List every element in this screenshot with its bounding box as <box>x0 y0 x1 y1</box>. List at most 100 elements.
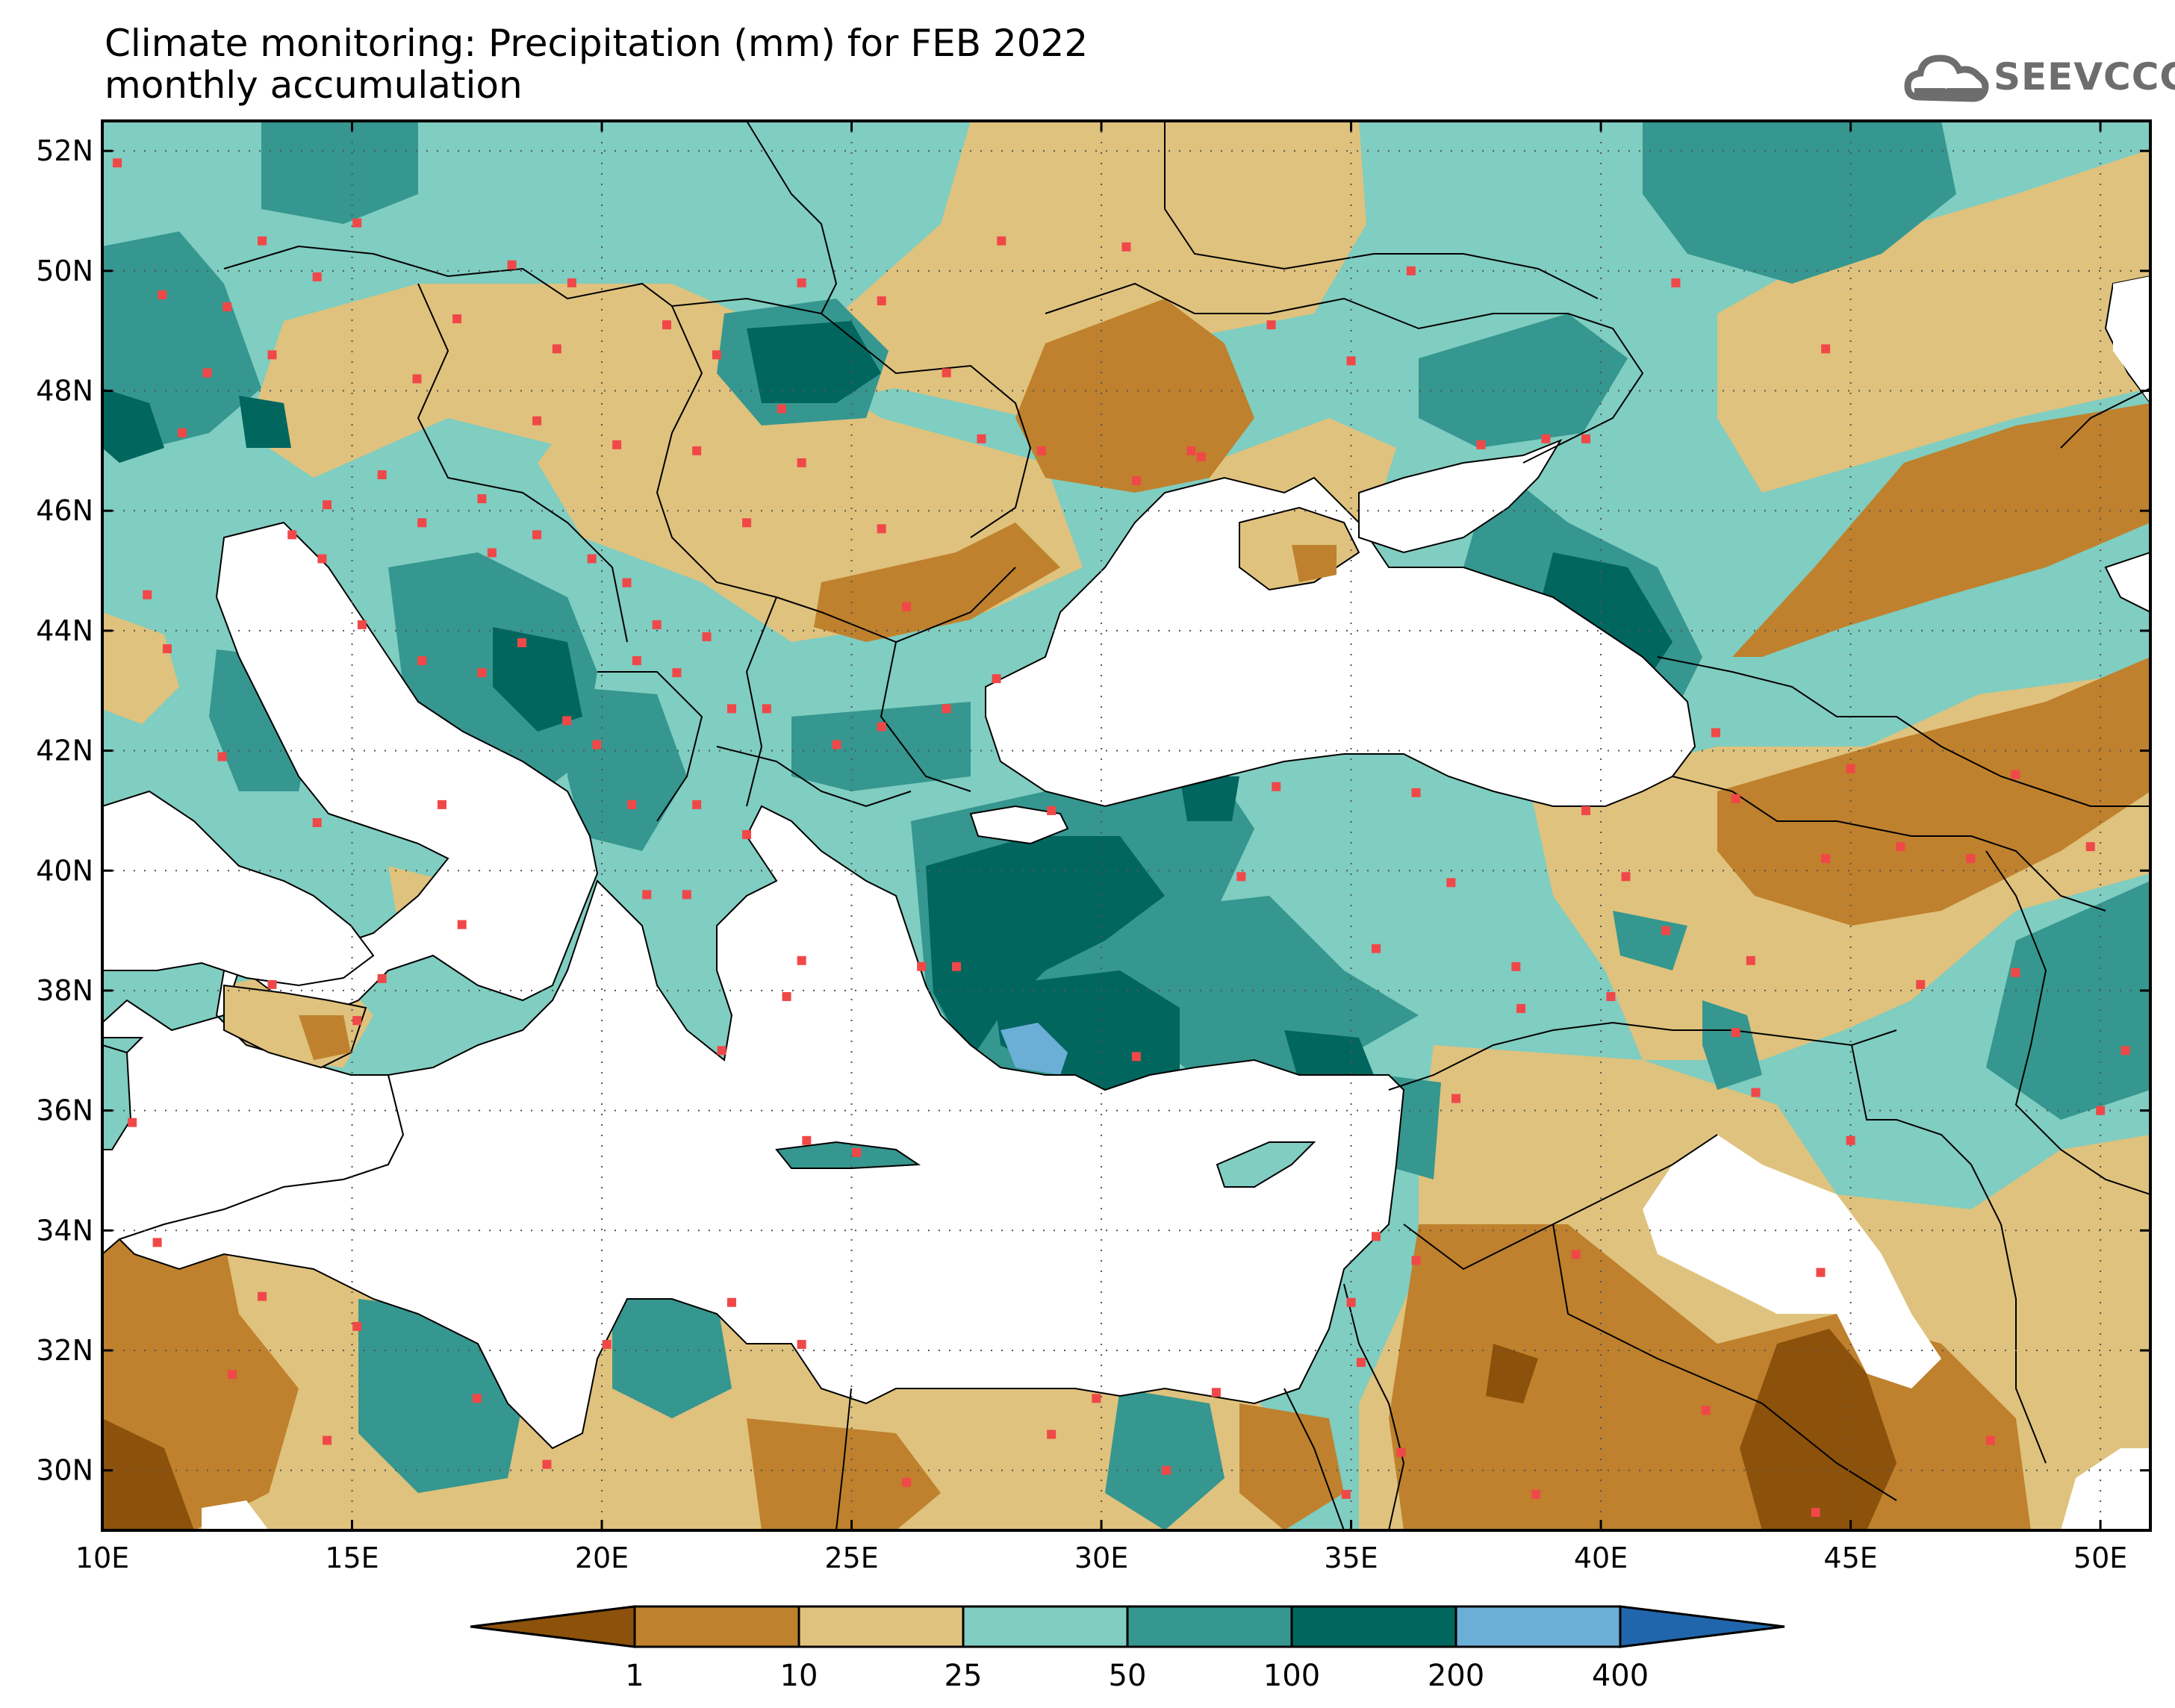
station-marker <box>1047 805 1057 815</box>
title-line-1: Climate monitoring: Precipitation (mm) f… <box>105 22 1089 65</box>
station-marker <box>267 350 277 360</box>
station-marker <box>312 272 322 281</box>
station-marker <box>802 1135 812 1145</box>
station-marker <box>452 314 462 324</box>
station-marker <box>1186 446 1196 455</box>
station-marker <box>517 638 526 647</box>
station-marker <box>592 740 602 749</box>
station-marker <box>1531 1489 1541 1499</box>
station-marker <box>1571 1250 1581 1259</box>
colorbar-label: 400 <box>1592 1659 1649 1693</box>
colorbar-box <box>633 1605 800 1648</box>
station-marker <box>128 1118 137 1127</box>
station-marker <box>258 236 267 246</box>
station-marker <box>1516 1004 1526 1014</box>
station-marker <box>532 416 542 426</box>
station-marker <box>487 548 497 558</box>
station-marker <box>1711 728 1720 738</box>
station-marker <box>1966 854 1976 864</box>
station-marker <box>762 704 771 714</box>
station-marker <box>1411 1256 1421 1265</box>
station-marker <box>612 440 622 449</box>
logo-text: SEEVCCC <box>1994 55 2175 99</box>
station-marker <box>642 890 652 900</box>
lon-tick-label: 40E <box>1574 1542 1628 1574</box>
station-marker <box>797 956 806 965</box>
station-marker <box>437 800 446 809</box>
station-marker <box>412 374 422 384</box>
lon-tick-label: 10E <box>75 1542 129 1574</box>
station-marker <box>1346 356 1356 366</box>
station-marker <box>223 302 232 312</box>
station-marker <box>417 656 427 666</box>
station-marker <box>1985 1436 1995 1445</box>
station-marker <box>692 446 702 455</box>
station-marker <box>227 1370 237 1380</box>
station-marker <box>1341 1489 1351 1499</box>
station-marker <box>1621 872 1631 882</box>
colorbar-box <box>962 1605 1129 1648</box>
station-marker <box>1541 434 1551 443</box>
station-marker <box>267 979 277 989</box>
longitude-axis: 10E 15E 20E 25E 30E 35E 40E 45E 50E <box>75 121 2127 1574</box>
station-marker <box>602 1339 612 1349</box>
lat-tick-label: 48N <box>36 375 93 408</box>
station-marker <box>742 830 752 840</box>
station-marker <box>797 458 806 467</box>
station-marker <box>552 344 561 354</box>
station-marker <box>1196 452 1206 461</box>
lat-tick-label: 52N <box>36 134 93 167</box>
station-marker <box>1131 1052 1141 1062</box>
station-marker <box>682 890 691 900</box>
colorbar-label: 10 <box>780 1659 818 1693</box>
precip-band-below-1 <box>102 1329 1896 1530</box>
colorbar-label: 25 <box>945 1659 983 1693</box>
station-marker <box>162 643 172 653</box>
station-marker <box>352 218 362 228</box>
station-marker <box>178 428 187 437</box>
station-marker <box>1731 1028 1740 1038</box>
station-marker <box>797 278 806 287</box>
station-marker <box>2085 842 2095 852</box>
country-borders <box>223 121 2150 1530</box>
station-marker <box>1121 242 1131 252</box>
lon-tick-label: 25E <box>824 1542 878 1574</box>
cloud-icon <box>1904 54 1989 102</box>
station-marker <box>477 494 487 504</box>
colorbar-label: 200 <box>1428 1659 1484 1693</box>
station-marker <box>877 524 886 534</box>
station-marker <box>1356 1358 1366 1368</box>
plot-frame <box>101 119 2152 1532</box>
station-marker <box>1346 1297 1356 1307</box>
station-marker <box>1092 1394 1101 1403</box>
station-marker <box>158 290 167 299</box>
station-marker <box>627 800 637 809</box>
station-marker <box>942 704 951 714</box>
station-marker <box>317 554 327 564</box>
station-marker <box>1606 991 1616 1001</box>
station-marker <box>1272 782 1281 791</box>
cyprus <box>1216 1141 1316 1188</box>
station-marker <box>562 716 572 726</box>
lon-tick-label: 50E <box>2073 1542 2127 1574</box>
station-marker <box>877 296 886 306</box>
station-marker <box>622 578 632 587</box>
station-marker <box>952 961 962 971</box>
station-marker <box>457 920 467 929</box>
lon-tick-label: 15E <box>325 1542 379 1574</box>
station-marker <box>1372 1232 1381 1241</box>
lat-tick-label: 30N <box>36 1454 93 1487</box>
station-marker <box>1162 1465 1171 1475</box>
station-marker <box>1406 266 1416 275</box>
colorbar-label: 100 <box>1263 1659 1320 1693</box>
station-marker <box>977 434 986 443</box>
station-marker <box>113 158 122 168</box>
station-marker <box>1266 320 1276 330</box>
station-marker <box>1451 1094 1461 1103</box>
station-marker <box>357 620 367 629</box>
station-marker <box>287 530 297 540</box>
lat-tick-label: 44N <box>36 614 93 647</box>
lat-tick-label: 34N <box>36 1214 93 1247</box>
station-marker <box>2096 1106 2106 1115</box>
